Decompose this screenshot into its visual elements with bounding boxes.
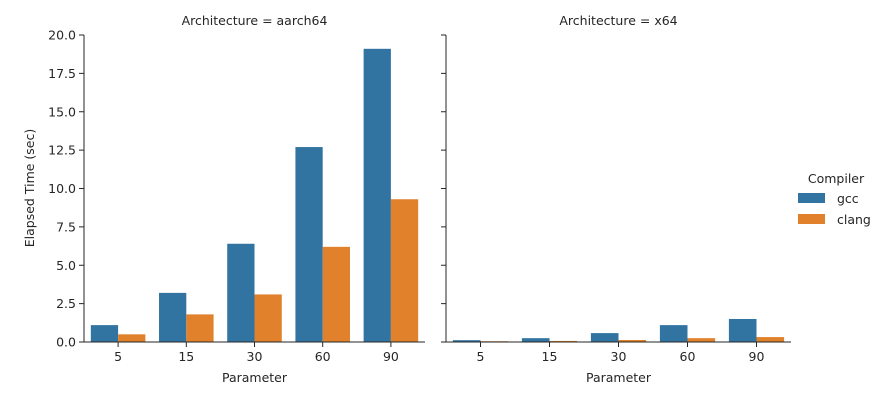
legend-entries: gcc clang bbox=[798, 191, 871, 227]
x-axis-label: Parameter bbox=[222, 370, 288, 385]
y-tick-label: 17.5 bbox=[48, 66, 76, 81]
bar-clang-90 bbox=[390, 199, 419, 342]
legend-swatch-gcc bbox=[798, 193, 825, 203]
legend-label-gcc: gcc bbox=[837, 191, 859, 206]
bar-clang-60 bbox=[687, 338, 716, 342]
panel-title: Architecture = aarch64 bbox=[182, 13, 328, 28]
x-tick-label: 15 bbox=[178, 349, 194, 364]
bar-gcc-30 bbox=[227, 243, 255, 342]
bar-clang-90 bbox=[756, 337, 785, 342]
bar-gcc-15 bbox=[159, 292, 187, 342]
y-tick-label: 12.5 bbox=[48, 143, 76, 158]
x-tick-label: 90 bbox=[749, 349, 765, 364]
bar-gcc-60 bbox=[295, 147, 323, 342]
legend-label-clang: clang bbox=[837, 212, 871, 227]
bar-clang-30 bbox=[618, 340, 647, 342]
x-tick-label: 60 bbox=[680, 349, 696, 364]
panels-layer: Architecture = aarch64 0.0 2.5 5.0 7.5 10.0 12… bbox=[48, 13, 791, 385]
x-tick-label: 5 bbox=[114, 349, 122, 364]
x-tick-label: 60 bbox=[315, 349, 331, 364]
x-tick-label: 30 bbox=[247, 349, 263, 364]
bar-gcc-90 bbox=[363, 48, 391, 343]
y-tick-label: 5.0 bbox=[56, 258, 76, 273]
panel-1: Architecture = aarch64 0.0 2.5 5.0 7.5 10.0 12… bbox=[48, 13, 425, 385]
y-tick-label: 0.0 bbox=[56, 335, 76, 350]
legend-title: Compiler bbox=[808, 171, 865, 186]
bar-gcc-60 bbox=[659, 325, 688, 342]
bar-clang-30 bbox=[254, 294, 282, 342]
x-tick-label: 30 bbox=[611, 349, 627, 364]
y-axis-label: Elapsed Time (sec) bbox=[22, 129, 37, 247]
legend-swatch-clang bbox=[798, 214, 825, 224]
bar-clang-5 bbox=[118, 334, 146, 342]
y-tick-label: 20.0 bbox=[48, 28, 76, 43]
x-axis-label: Parameter bbox=[586, 370, 652, 385]
x-tick-label: 15 bbox=[542, 349, 558, 364]
x-tick-label: 90 bbox=[383, 349, 399, 364]
bar-gcc-5 bbox=[452, 340, 481, 342]
bar-gcc-5 bbox=[90, 325, 119, 342]
y-tick-label: 2.5 bbox=[56, 296, 76, 311]
panel-title: Architecture = x64 bbox=[559, 13, 677, 28]
bar-gcc-90 bbox=[728, 318, 757, 342]
legend: Compiler gcc clang bbox=[798, 171, 871, 227]
bar-clang-15 bbox=[549, 340, 578, 342]
y-tick-label: 15.0 bbox=[48, 104, 76, 119]
bar-gcc-15 bbox=[521, 338, 550, 342]
panel-2: Architecture = x64 5 15 30 60 90 Parameter bbox=[441, 13, 791, 385]
y-tick-label: 7.5 bbox=[56, 219, 76, 234]
bar-clang-15 bbox=[186, 314, 214, 342]
x-tick-label: 5 bbox=[477, 349, 485, 364]
y-tick-label: 10.0 bbox=[48, 181, 76, 196]
bar-clang-60 bbox=[322, 246, 350, 342]
bar-gcc-30 bbox=[590, 333, 619, 342]
